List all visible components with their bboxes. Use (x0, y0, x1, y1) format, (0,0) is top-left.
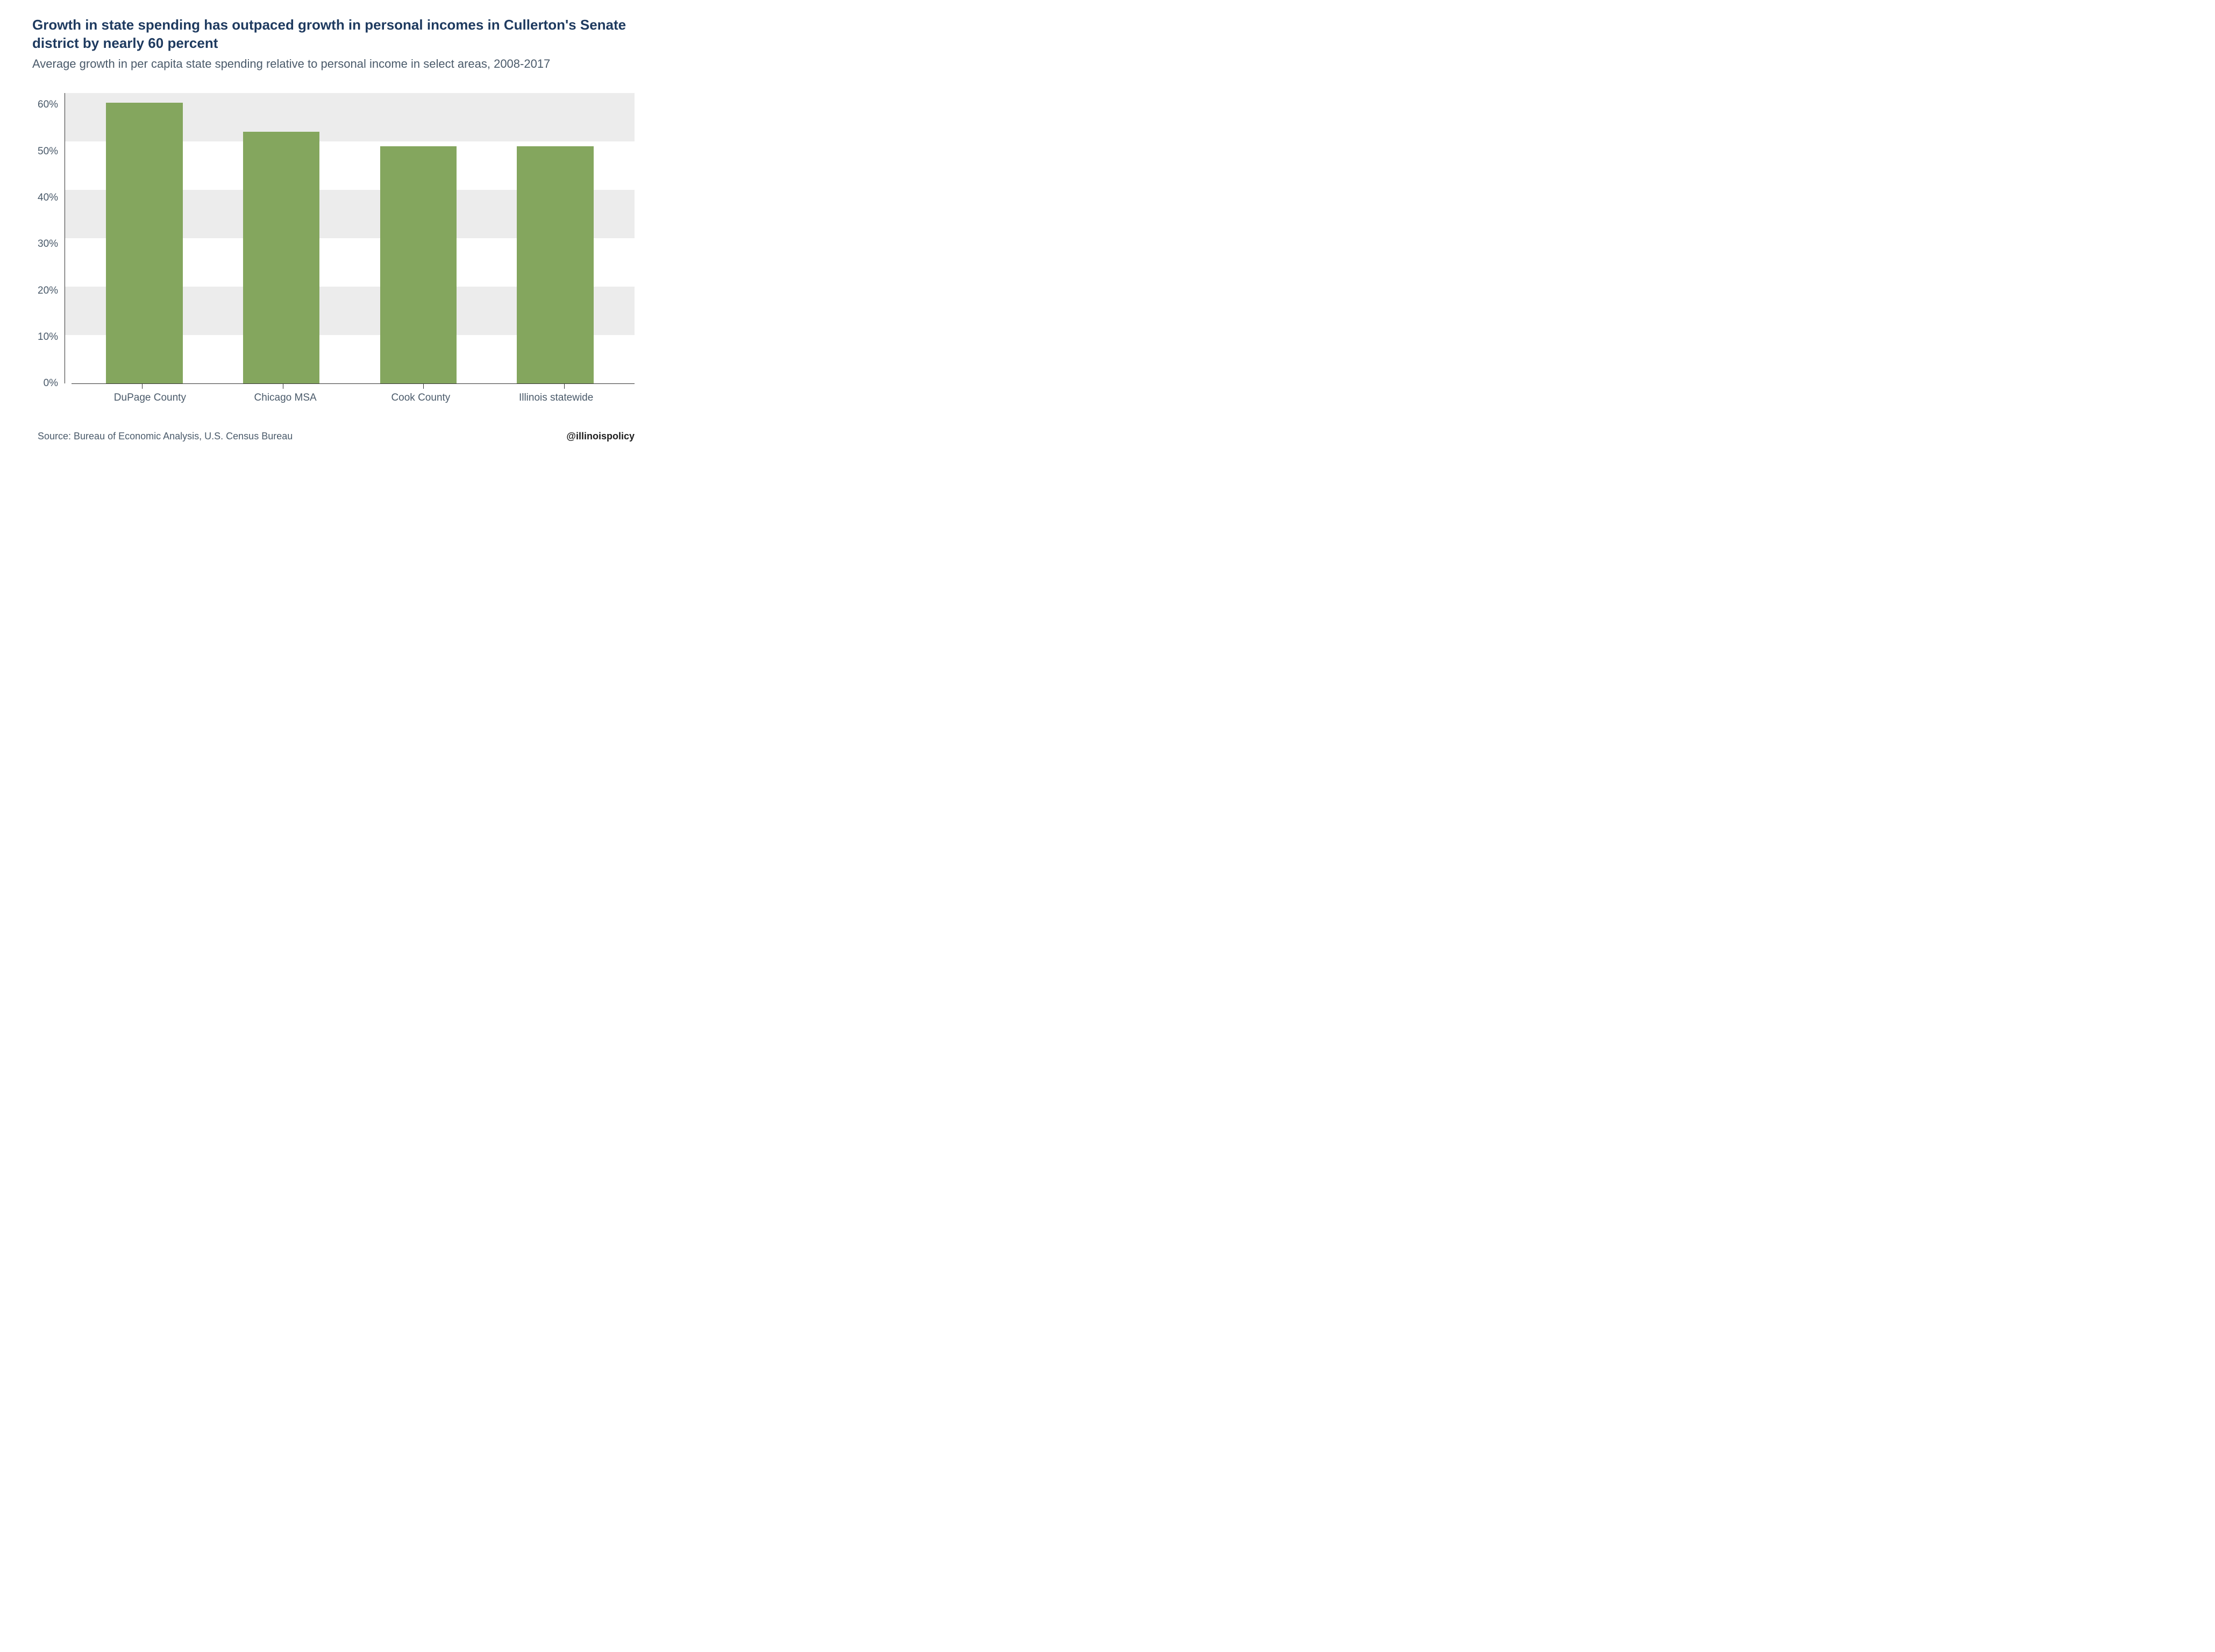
y-tick-label: 30% (38, 238, 58, 250)
y-tick-label: 10% (38, 331, 58, 343)
y-tick-label: 50% (38, 146, 58, 158)
bar-column (76, 93, 213, 383)
plot-area (65, 93, 635, 383)
y-tick-label: 20% (38, 285, 58, 297)
x-tick-label: Chicago MSA (218, 392, 353, 404)
bar (517, 146, 594, 383)
y-axis: 60%50%40%30%20%10%0% (38, 93, 65, 383)
y-tick-label: 60% (38, 99, 58, 111)
bar-column (213, 93, 350, 383)
y-tick-label: 40% (38, 192, 58, 204)
chart-footer: Source: Bureau of Economic Analysis, U.S… (32, 431, 635, 442)
x-axis-ticks (72, 383, 635, 389)
bar (243, 132, 320, 383)
x-tick-label: Illinois statewide (488, 392, 624, 404)
bar-column (350, 93, 487, 383)
y-tick-label: 0% (44, 378, 58, 389)
x-tick (564, 384, 565, 389)
attribution-text: @illinoispolicy (566, 431, 635, 442)
chart-title: Growth in state spending has outpaced gr… (32, 16, 635, 53)
x-tick (142, 384, 143, 389)
x-tick-label: DuPage County (82, 392, 218, 404)
x-tick-label: Cook County (353, 392, 489, 404)
chart-area: 60%50%40%30%20%10%0% (38, 93, 635, 383)
x-axis-labels: DuPage CountyChicago MSACook CountyIllin… (72, 389, 635, 404)
bar-column (487, 93, 624, 383)
source-text: Source: Bureau of Economic Analysis, U.S… (32, 431, 293, 442)
bar (106, 103, 183, 383)
x-tick (423, 384, 424, 389)
bars-container (65, 93, 635, 383)
bar (380, 146, 457, 383)
chart-subtitle: Average growth in per capita state spend… (32, 56, 635, 72)
